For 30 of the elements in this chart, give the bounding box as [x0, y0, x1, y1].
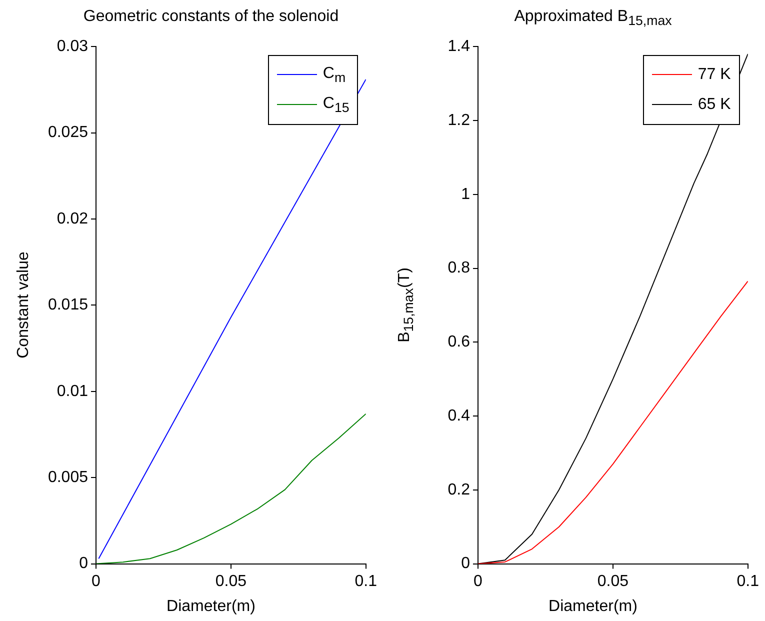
y-tick-label: 0.015: [48, 296, 88, 314]
x-tick-label: 0.05: [597, 572, 629, 590]
chart-title: Approximated B$_{15,max}$: [513, 8, 673, 28]
legend-label: C$_{15}$: [322, 94, 350, 115]
x-tick-label: 0.05: [215, 572, 247, 590]
y-tick-label: 0.01: [56, 382, 88, 400]
legend-label: 65 K: [698, 96, 731, 114]
y-tick-label: 0.03: [56, 38, 88, 56]
y-tick-label: 0: [79, 555, 88, 572]
legend-label: 77 K: [698, 66, 731, 84]
y-tick-label: 0.02: [56, 210, 88, 228]
y-tick-label: 0.8: [448, 260, 470, 277]
y-tick-label: 0: [461, 555, 470, 572]
x-axis-title: Diameter(m): [548, 598, 638, 616]
y-tick-label: 1: [461, 186, 470, 203]
y-tick-label: 1.4: [448, 38, 470, 56]
x-tick-label: 0: [474, 572, 483, 590]
legend-label: C$_{m}$: [322, 64, 346, 85]
y-tick-label: 0.025: [48, 124, 88, 142]
x-tick-label: 0.1: [354, 572, 378, 590]
x-axis-title: Diameter(m): [166, 598, 256, 616]
x-tick-label: 0: [92, 572, 101, 590]
y-tick-label: 0.005: [48, 469, 88, 486]
y-tick-label: 1.2: [448, 112, 470, 129]
y-tick-label: 0.6: [448, 334, 470, 351]
y-tick-label: 0.2: [448, 481, 470, 498]
y-tick-label: 0.4: [448, 407, 470, 424]
x-tick-label: 0.1: [736, 572, 760, 590]
y-axis-title: Constant value: [15, 252, 33, 359]
chart-title: Geometric constants of the solenoid: [82, 8, 340, 26]
